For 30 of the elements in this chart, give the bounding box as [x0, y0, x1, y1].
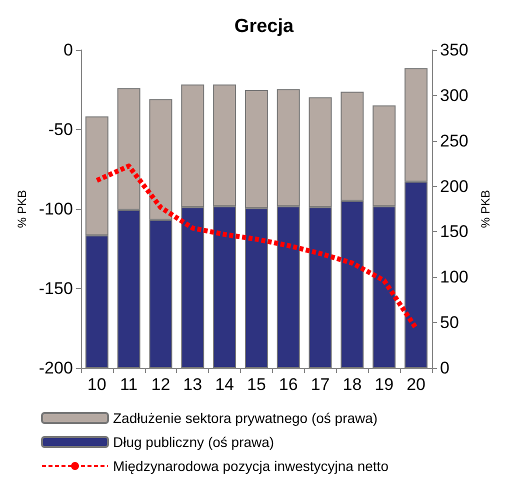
legend-label: Zadłużenie sektora prywatnego (oś prawa) [113, 410, 378, 426]
y2-tick-label: 300 [440, 86, 468, 105]
y2-tick-label: 250 [440, 131, 468, 150]
y2-tick-label: 150 [440, 222, 468, 242]
x-tick-label: 10 [87, 375, 106, 394]
x-tick-label: 15 [247, 375, 266, 394]
x-tick-label: 19 [374, 375, 394, 394]
chart-title: Grecja [234, 16, 294, 37]
y-tick-label: -50 [48, 120, 73, 139]
x-tick-label: 18 [342, 375, 362, 394]
x-tick-label: 20 [406, 375, 426, 394]
y2-tick-label: 350 [440, 40, 468, 60]
y2-tick-label: 50 [440, 313, 459, 332]
legend-label: Międzynarodowa pozycja inwestycyjna netto [113, 458, 389, 474]
y-tick-label: -200 [38, 358, 73, 378]
x-tick-label: 16 [278, 375, 298, 394]
y2-tick-label: 100 [440, 268, 468, 287]
x-tick-label: 17 [310, 375, 330, 394]
y2-tick-label: 0 [440, 358, 450, 378]
legend-label: Dług publiczny (oś prawa) [113, 434, 274, 450]
y-tick-label: -100 [38, 200, 73, 218]
y2-axis-title: % PKB [478, 190, 492, 228]
y2-tick-label: 200 [440, 176, 468, 196]
x-tick-label: 11 [120, 375, 138, 394]
y-tick-label: -150 [38, 279, 73, 298]
y-axis-title: % PKB [15, 190, 29, 228]
x-tick-label: 12 [151, 375, 170, 394]
y-tick-label: 0 [63, 40, 73, 60]
x-tick-label: 13 [183, 375, 202, 394]
x-tick-label: 14 [215, 375, 234, 394]
